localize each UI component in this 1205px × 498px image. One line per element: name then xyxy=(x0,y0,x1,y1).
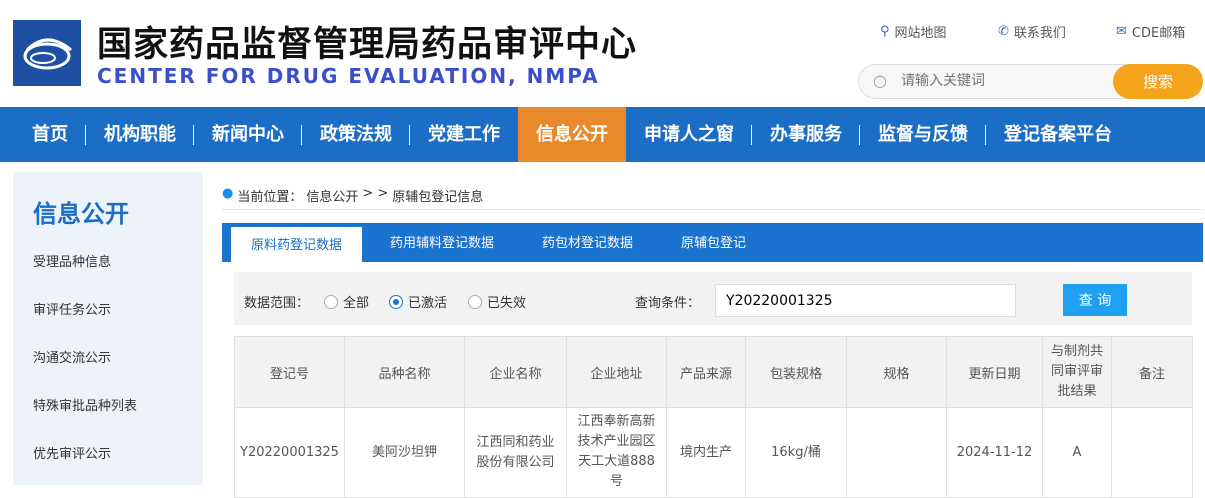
filter-bar: 数据范围： 全部 已激活 已失效 查询条件： 查 询 xyxy=(234,272,1192,325)
nav-services[interactable]: 办事服务 xyxy=(752,107,860,162)
col-header: 产品来源 xyxy=(666,336,746,408)
radio-label: 全部 xyxy=(343,296,370,311)
location-pin-icon: ● xyxy=(222,186,234,201)
search-input[interactable] xyxy=(901,73,1101,89)
nav-info-public[interactable]: 信息公开 xyxy=(518,107,626,162)
col-header: 包装规格 xyxy=(745,336,847,408)
mail-icon: ✉ xyxy=(1116,24,1127,39)
cell-remark xyxy=(1111,407,1193,498)
nav-news[interactable]: 新闻中心 xyxy=(194,107,302,162)
sidebar-item[interactable]: 优先审评公示 xyxy=(33,447,112,462)
link-label: 联系我们 xyxy=(1013,26,1066,41)
table-header-row: 登记号 品种名称 企业名称 企业地址 产品来源 包装规格 规格 更新日期 与制剂… xyxy=(234,336,1193,408)
breadcrumb-prefix: 当前位置： xyxy=(237,190,303,205)
contact-link[interactable]: ✆ 联系我们 xyxy=(998,22,1066,41)
tab-bar: 原料药登记数据 药用辅料登记数据 药包材登记数据 原辅包登记 xyxy=(222,223,1203,262)
breadcrumb: ● 当前位置： 信息公开 > > 原辅包登记信息 xyxy=(222,186,1203,210)
cell-date: 2024-11-12 xyxy=(946,407,1043,498)
search-box: ○ 搜索 xyxy=(858,64,1203,99)
tab-api-data[interactable]: 原料药登记数据 xyxy=(231,227,363,262)
site-title: 国家药品监督管理局药品审评中心 xyxy=(97,25,638,65)
col-header: 更新日期 xyxy=(946,336,1043,408)
site-map-link[interactable]: ⚲ 网站地图 xyxy=(880,22,947,41)
nav-functions[interactable]: 机构职能 xyxy=(86,107,194,162)
results-table: 登记号 品种名称 企业名称 企业地址 产品来源 包装规格 规格 更新日期 与制剂… xyxy=(234,336,1193,498)
tab-registration[interactable]: 原辅包登记 xyxy=(681,236,747,251)
site-subtitle: CENTER FOR DRUG EVALUATION, NMPA xyxy=(97,64,600,88)
col-header: 备注 xyxy=(1111,336,1193,408)
sidebar: 信息公开 受理品种信息 审评任务公示 沟通交流公示 特殊审批品种列表 优先审评公… xyxy=(13,172,203,485)
sidebar-item[interactable]: 审评任务公示 xyxy=(33,303,112,318)
cell-result: A xyxy=(1042,407,1112,498)
cde-logo[interactable] xyxy=(13,20,81,86)
nav-registration[interactable]: 登记备案平台 xyxy=(1004,124,1112,145)
cell-package: 16kg/桶 xyxy=(745,407,847,498)
cell-reg-no[interactable]: Y20220001325 xyxy=(234,407,345,498)
tab-packaging-data[interactable]: 药包材登记数据 xyxy=(542,236,634,251)
mail-link[interactable]: ✉ CDE邮箱 xyxy=(1116,22,1185,41)
breadcrumb-link[interactable]: 信息公开 xyxy=(306,190,359,205)
cell-spec xyxy=(846,407,947,498)
col-header: 登记号 xyxy=(234,336,345,408)
radio-label: 已激活 xyxy=(408,296,448,311)
link-label: CDE邮箱 xyxy=(1131,26,1186,41)
col-header: 与制剂共同审评审批结果 xyxy=(1042,336,1112,408)
tab-excipient-data[interactable]: 药用辅料登记数据 xyxy=(390,236,495,251)
sidebar-title: 信息公开 xyxy=(33,200,129,228)
map-pin-icon: ⚲ xyxy=(880,24,890,39)
sidebar-item[interactable]: 沟通交流公示 xyxy=(33,351,112,366)
radio-active[interactable]: 已激活 xyxy=(389,292,447,311)
phone-icon: ✆ xyxy=(998,24,1009,39)
sidebar-item[interactable]: 受理品种信息 xyxy=(33,255,112,270)
col-header: 企业地址 xyxy=(566,336,667,408)
nav-party[interactable]: 党建工作 xyxy=(428,124,500,145)
col-header: 规格 xyxy=(846,336,947,408)
cell-company: 江西同和药业股份有限公司 xyxy=(464,407,567,498)
search-button[interactable]: 搜索 xyxy=(1113,64,1203,99)
radio-expired[interactable]: 已失效 xyxy=(468,292,526,311)
nav-feedback[interactable]: 监督与反馈 xyxy=(860,107,986,162)
breadcrumb-current[interactable]: 原辅包登记信息 xyxy=(392,190,484,205)
radio-label: 已失效 xyxy=(487,296,527,311)
main-nav: 首页 机构职能 新闻中心 政策法规 党建工作 信息公开 申请人之窗 办事服务 监… xyxy=(0,107,1205,162)
nav-home[interactable]: 首页 xyxy=(14,107,86,162)
query-button[interactable]: 查 询 xyxy=(1063,284,1127,316)
query-label: 查询条件： xyxy=(635,296,701,311)
nav-applicant[interactable]: 申请人之窗 xyxy=(626,107,752,162)
breadcrumb-separator: > > xyxy=(362,186,389,201)
radio-all[interactable]: 全部 xyxy=(324,292,369,311)
data-range-label: 数据范围： xyxy=(244,296,310,311)
table-row: Y20220001325 美阿沙坦钾 江西同和药业股份有限公司 江西奉新高新技术… xyxy=(234,407,1193,498)
cell-name: 美阿沙坦钾 xyxy=(344,407,465,498)
search-icon: ○ xyxy=(873,71,887,90)
query-input[interactable] xyxy=(715,284,1016,317)
cell-address: 江西奉新高新技术产业园区天工大道888号 xyxy=(566,407,667,498)
cell-source: 境内生产 xyxy=(666,407,746,498)
nav-policy[interactable]: 政策法规 xyxy=(302,107,410,162)
sidebar-item[interactable]: 特殊审批品种列表 xyxy=(33,399,138,414)
link-label: 网站地图 xyxy=(894,26,947,41)
col-header: 企业名称 xyxy=(464,336,567,408)
col-header: 品种名称 xyxy=(344,336,465,408)
